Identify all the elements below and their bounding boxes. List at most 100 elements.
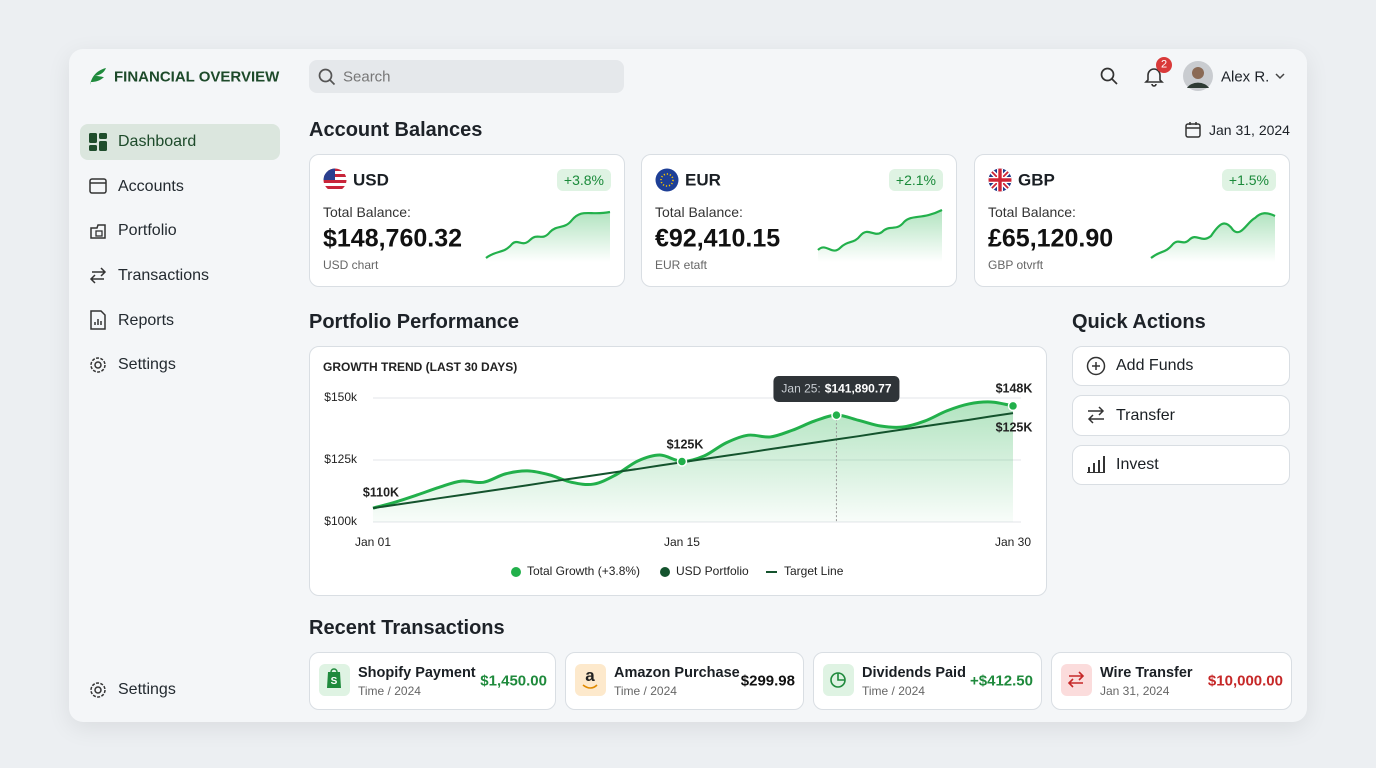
action-button[interactable] bbox=[1072, 395, 1290, 436]
nav-icon bbox=[89, 178, 107, 194]
transaction-name: Shopify Payment bbox=[358, 664, 476, 681]
action-label: Add Funds bbox=[1116, 357, 1194, 374]
legend-label: USD Portfolio bbox=[676, 564, 749, 578]
tooltip-value: $141,890.77 bbox=[825, 382, 892, 396]
action-icon bbox=[1087, 456, 1105, 473]
user-name[interactable]: Alex R. bbox=[1221, 68, 1270, 86]
area bbox=[373, 401, 1013, 522]
flag bbox=[655, 168, 679, 192]
nav-item[interactable]: Portfolio bbox=[118, 222, 177, 239]
change-pill: +2.1% bbox=[888, 169, 943, 191]
legend-label: Total Growth (+3.8%) bbox=[527, 564, 640, 578]
balance-caption: EUR etaft bbox=[655, 258, 708, 272]
action-icon bbox=[1087, 406, 1105, 424]
section-title: Account Balances bbox=[309, 119, 483, 141]
search-button[interactable] bbox=[1100, 67, 1119, 86]
flag bbox=[988, 168, 1012, 192]
currency: USD bbox=[353, 170, 389, 190]
annotation: $110K bbox=[363, 485, 399, 499]
transaction-name: Wire Transfer bbox=[1100, 664, 1193, 681]
balance-amount: £65,120.90 bbox=[988, 224, 1114, 253]
brand-logo bbox=[90, 68, 106, 85]
balance-caption: GBP otvrft bbox=[988, 258, 1044, 272]
flag bbox=[323, 168, 347, 192]
brand: FINANCIAL OVERVIEW bbox=[114, 68, 280, 86]
currency: EUR bbox=[685, 170, 721, 190]
sparkline bbox=[817, 209, 943, 262]
nav-item[interactable]: Dashboard bbox=[118, 133, 197, 150]
transaction-meta: Time / 2024 bbox=[358, 684, 421, 698]
legend-swatch bbox=[660, 567, 670, 577]
transaction-icon: S bbox=[319, 664, 350, 696]
badge bbox=[1156, 57, 1172, 73]
y-tick-label: $100k bbox=[324, 514, 358, 528]
tooltip-text: Jan 25: $141,890.77 bbox=[781, 382, 891, 396]
avatar bbox=[1183, 61, 1213, 91]
transaction-meta: Jan 31, 2024 bbox=[1100, 684, 1170, 698]
nav-item[interactable]: Settings bbox=[118, 681, 176, 698]
nav-icon bbox=[90, 357, 106, 373]
y-tick-label: $150k bbox=[324, 390, 358, 404]
transaction-amount: $10,000.00 bbox=[1207, 672, 1283, 690]
x-tick-label: Jan 01 bbox=[355, 535, 391, 549]
balance-label: Total Balance: bbox=[655, 204, 743, 220]
tooltip-date: Jan 25: bbox=[781, 382, 820, 396]
change-pill: +3.8% bbox=[556, 169, 611, 191]
nav-active bbox=[80, 124, 280, 160]
action-icon bbox=[1086, 356, 1106, 376]
legend-label: Target Line bbox=[784, 564, 844, 578]
transaction-amount: $1,450.00 bbox=[480, 672, 547, 690]
search-box[interactable] bbox=[309, 60, 624, 93]
line bbox=[372, 412, 1014, 510]
action-button[interactable] bbox=[1072, 346, 1290, 386]
sparkline bbox=[485, 210, 611, 262]
balance-amount: $148,760.32 bbox=[323, 224, 463, 253]
point bbox=[1007, 400, 1019, 412]
y-tick-label: $125k bbox=[324, 452, 358, 466]
transaction-icon: a bbox=[575, 664, 606, 696]
action-label: Invest bbox=[1116, 456, 1159, 473]
svg-text:S: S bbox=[331, 676, 338, 687]
nav-item[interactable]: Reports bbox=[118, 312, 175, 329]
x-tick-label: Jan 15 bbox=[664, 535, 700, 549]
change-pill: +1.5% bbox=[1221, 169, 1276, 191]
search-icon bbox=[318, 68, 336, 86]
balance-date: Jan 31, 2024 bbox=[1209, 122, 1290, 138]
nav-item[interactable]: Transactions bbox=[118, 267, 209, 284]
section-title: Quick Actions bbox=[1072, 311, 1206, 333]
notification-count: 2 bbox=[1160, 58, 1168, 71]
annotation: $148K bbox=[996, 381, 1033, 395]
chart-title: GROWTH TREND (LAST 30 DAYS) bbox=[323, 360, 517, 374]
transaction-meta: Time / 2024 bbox=[862, 684, 925, 698]
annotation: $125K bbox=[667, 437, 704, 451]
transaction-icon bbox=[823, 664, 854, 696]
action-button[interactable] bbox=[1072, 445, 1290, 485]
nav-icon bbox=[90, 682, 106, 698]
nav-icon bbox=[89, 133, 107, 151]
balance-label: Total Balance: bbox=[323, 204, 411, 220]
section-title: Recent Transactions bbox=[309, 617, 505, 639]
balance-label: Total Balance: bbox=[988, 204, 1076, 220]
svg-text:a: a bbox=[585, 666, 595, 685]
legend-swatch bbox=[511, 567, 521, 577]
action-label: Transfer bbox=[1116, 407, 1175, 424]
balance-amount: €92,410.15 bbox=[655, 224, 781, 253]
nav-item[interactable]: Accounts bbox=[118, 178, 184, 195]
annotation: $125K bbox=[996, 420, 1033, 434]
chart: GROWTH TREND (LAST 30 DAYS) $100k $125k $1… bbox=[323, 360, 1033, 578]
transaction-amount: +$412.50 bbox=[970, 672, 1033, 690]
balance-caption: USD chart bbox=[323, 258, 379, 272]
transaction-icon bbox=[1061, 664, 1092, 696]
x-tick-label: Jan 30 bbox=[995, 535, 1031, 549]
nav-item[interactable]: Settings bbox=[118, 356, 176, 373]
currency: GBP bbox=[1018, 170, 1055, 190]
point bbox=[831, 409, 842, 421]
transaction-amount: $299.98 bbox=[740, 672, 795, 690]
transaction-card[interactable] bbox=[309, 652, 556, 710]
chevron bbox=[1275, 73, 1285, 80]
sparkline bbox=[1150, 212, 1276, 262]
transaction-name: Amazon Purchase bbox=[614, 664, 740, 681]
nav-icon bbox=[90, 310, 106, 330]
transaction-name: Dividends Paid bbox=[862, 664, 966, 681]
